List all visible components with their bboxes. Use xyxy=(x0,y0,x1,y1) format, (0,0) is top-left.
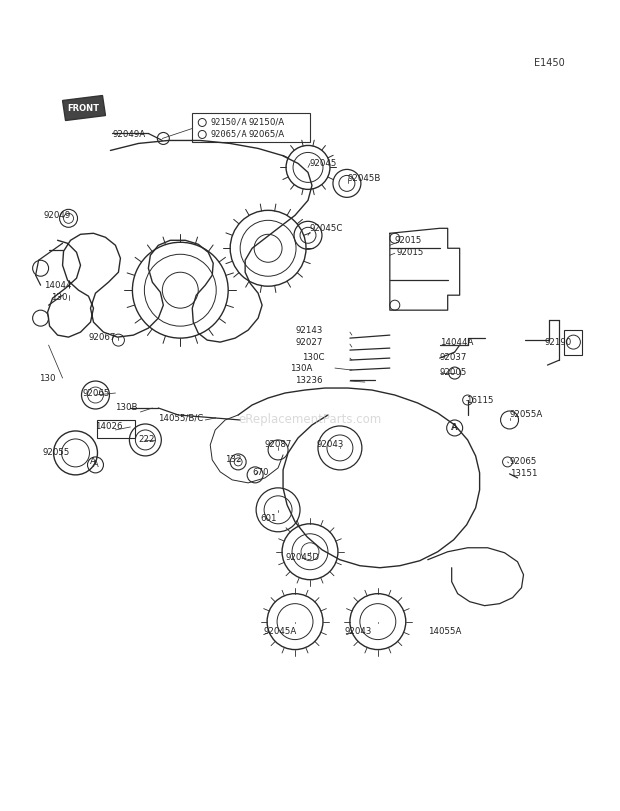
Text: 92015: 92015 xyxy=(395,236,422,245)
Text: 132: 132 xyxy=(225,456,242,465)
Text: 92065/A: 92065/A xyxy=(248,130,284,139)
Text: 222: 222 xyxy=(138,436,155,444)
Text: 14044: 14044 xyxy=(43,281,71,290)
Bar xyxy=(192,113,310,143)
Text: 601: 601 xyxy=(260,514,277,523)
Text: 13151: 13151 xyxy=(510,470,537,478)
Text: A: A xyxy=(451,423,457,432)
Text: 92049A: 92049A xyxy=(112,130,146,139)
Text: 14055/B/C: 14055/B/C xyxy=(158,414,203,423)
Text: eReplacementParts.com: eReplacementParts.com xyxy=(238,414,382,427)
Text: 92005: 92005 xyxy=(440,367,467,376)
Text: E1450: E1450 xyxy=(534,58,565,67)
Text: 92045B: 92045B xyxy=(348,174,381,183)
Text: 92150/A: 92150/A xyxy=(210,118,247,127)
Text: 92143: 92143 xyxy=(295,326,322,335)
Text: 92043: 92043 xyxy=(317,440,344,449)
Polygon shape xyxy=(63,96,105,121)
Bar xyxy=(564,330,582,355)
Text: 130: 130 xyxy=(38,374,55,383)
Text: 130: 130 xyxy=(51,293,67,302)
Text: 92045C: 92045C xyxy=(310,224,343,233)
Text: 92045A: 92045A xyxy=(263,627,296,636)
Text: A: A xyxy=(452,423,458,432)
Text: 92055: 92055 xyxy=(43,448,70,457)
Text: 92150/A: 92150/A xyxy=(248,118,284,127)
Text: 92027: 92027 xyxy=(295,337,322,346)
Text: A: A xyxy=(92,461,99,470)
Text: 92067: 92067 xyxy=(89,333,116,341)
Text: 130B: 130B xyxy=(115,404,138,413)
Text: 92190: 92190 xyxy=(544,337,572,346)
Text: 130A: 130A xyxy=(290,363,312,372)
Text: 16115: 16115 xyxy=(466,396,493,405)
Text: 130C: 130C xyxy=(302,353,324,362)
Text: 92087: 92087 xyxy=(264,440,291,449)
Text: A: A xyxy=(89,457,95,466)
Text: 14055A: 14055A xyxy=(428,627,461,636)
Text: 92049: 92049 xyxy=(43,211,71,220)
Text: 92065: 92065 xyxy=(82,388,110,397)
Text: 13236: 13236 xyxy=(295,375,322,384)
Text: 670: 670 xyxy=(252,469,268,478)
Text: 92045: 92045 xyxy=(310,159,337,168)
Text: 92015: 92015 xyxy=(397,248,424,257)
Text: FRONT: FRONT xyxy=(68,104,99,113)
Text: 92065/A: 92065/A xyxy=(210,130,247,139)
Text: 14026: 14026 xyxy=(95,423,123,431)
Text: 92055A: 92055A xyxy=(510,410,542,419)
Text: 92037: 92037 xyxy=(440,353,467,362)
Text: 92043: 92043 xyxy=(345,627,372,636)
Text: 14044A: 14044A xyxy=(440,337,473,346)
Text: 92065: 92065 xyxy=(510,457,537,466)
Text: 92045D: 92045D xyxy=(285,553,319,562)
Bar xyxy=(97,420,135,438)
